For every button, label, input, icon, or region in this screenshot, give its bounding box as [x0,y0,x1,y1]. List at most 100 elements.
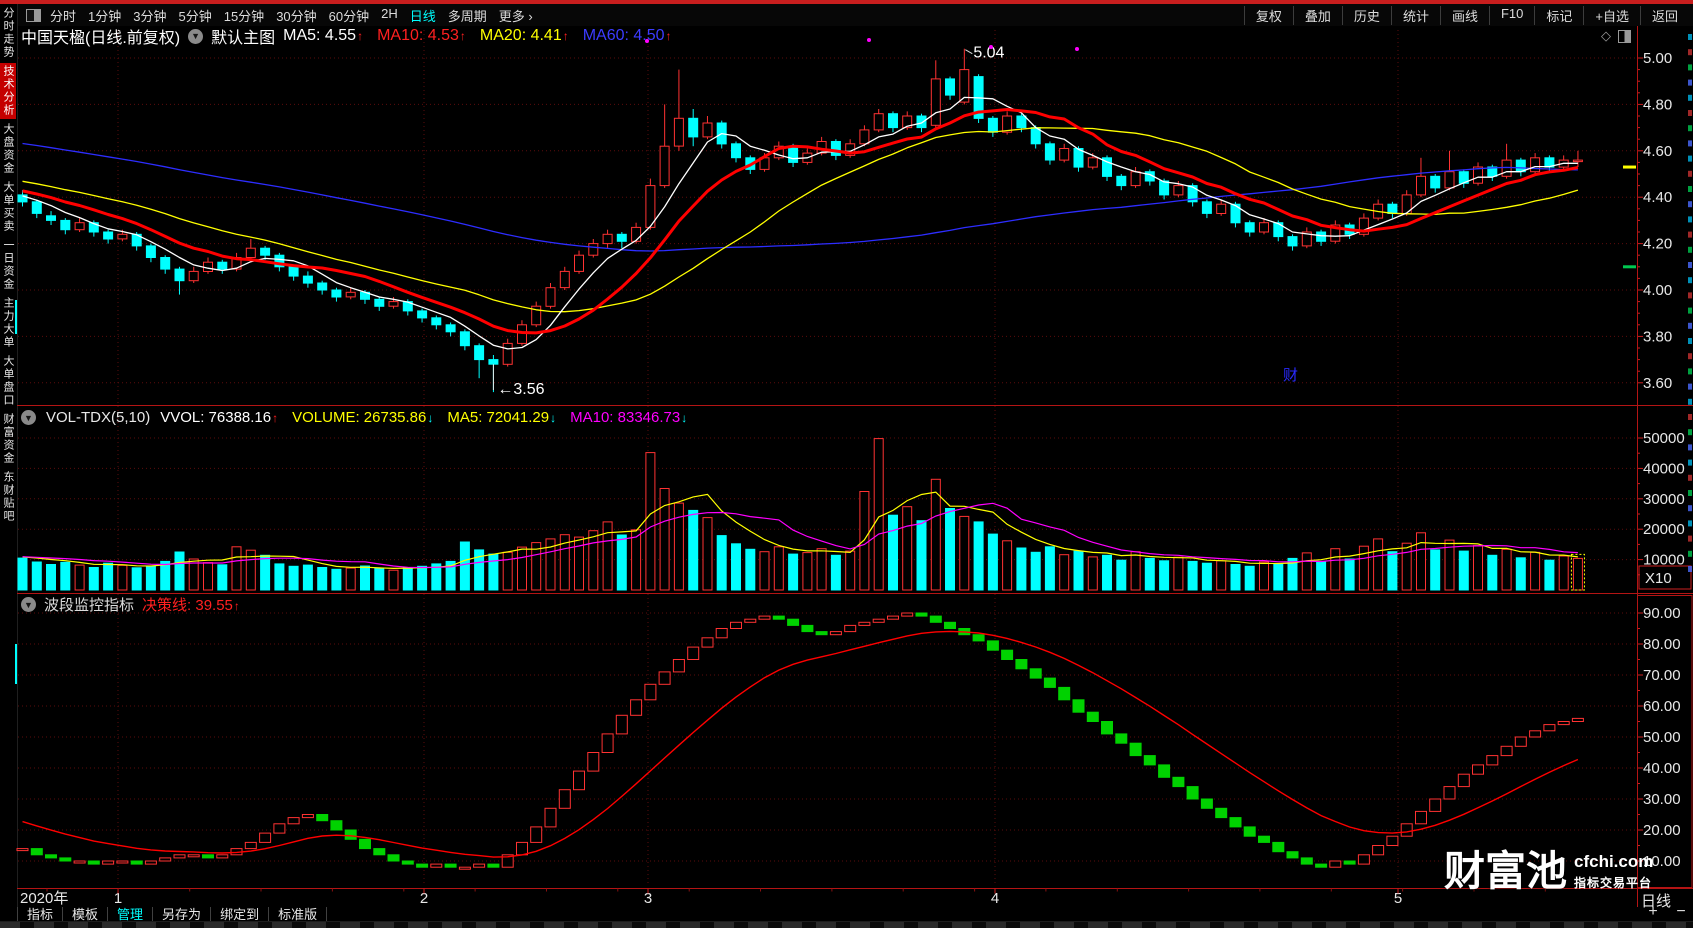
svg-text:70.00: 70.00 [1643,667,1681,684]
svg-text:5.00: 5.00 [1643,50,1672,67]
collapse-icon[interactable]: ▼ [21,410,36,425]
trend-arrow-icon: ↓ [550,411,557,425]
menu-action-统计[interactable]: 统计 [1390,5,1440,25]
sidebar-item-财富资金[interactable]: 财富资金 [2,413,14,465]
sidebar-item-技术分析[interactable]: 技术分析 [0,63,16,119]
ma-legend: MA5: 4.55↑ MA10: 4.53↑ MA20: 4.41↑ MA60: 4.… [283,27,685,45]
menu-action-+自选[interactable]: +自选 [1583,5,1640,25]
svg-text:4.00: 4.00 [1643,282,1672,299]
overlay-selector[interactable]: 默认主图 [211,30,276,47]
menu-action-复权[interactable]: 复权 [1243,5,1293,25]
indicator-value: 决策线: 39.55↑ [142,594,254,615]
svg-text:40000: 40000 [1643,460,1685,477]
svg-text:60.00: 60.00 [1643,698,1681,715]
period-tabs: 分时 1分钟 3分钟 5分钟 15分钟 30分钟 60分钟 2H 日线 多周期 更多 › [50,6,533,25]
diamond-icon[interactable]: ◇ [1601,28,1611,43]
indicator-panel-header: ▼ 波段监控指标 决策线: 39.55↑ [21,594,254,615]
collapse-icon[interactable]: ▼ [188,28,204,44]
menu-action-返回[interactable]: 返回 [1639,5,1689,25]
toolbar-button-另存为[interactable]: 另存为 [153,906,212,922]
svg-text:90.00: 90.00 [1643,605,1681,622]
zoom-out-button[interactable]: − [1676,903,1686,920]
sidebar-item-主力大单[interactable]: 主力大单 [2,297,14,349]
bottom-toolbar: 指标 模板 管理 另存为 绑定到 标准版 [17,906,328,922]
svg-text:3.60: 3.60 [1643,375,1672,392]
svg-text:20.00: 20.00 [1643,822,1681,839]
sidebar-item-分时走势[interactable]: 分时走势 [2,7,14,59]
svg-text:4.60: 4.60 [1643,143,1672,160]
svg-text:80.00: 80.00 [1643,636,1681,653]
period-tab-日线[interactable]: 日线 [409,8,436,24]
trend-arrow-icon: ↑ [562,29,569,43]
period-tab-分时[interactable]: 分时 [50,8,77,24]
period-tab-30分钟[interactable]: 30分钟 [276,8,317,24]
svg-text:40.00: 40.00 [1643,760,1681,777]
trend-arrow-icon: ↓ [681,411,688,425]
svg-text:4.80: 4.80 [1643,96,1672,113]
legend-entry: VVOL: 76388.16↑ [160,409,279,426]
svg-text:50.00: 50.00 [1643,729,1681,746]
indicator-title: 波段监控指标 [44,597,135,614]
sidebar-cyan-marker [15,300,17,334]
left-sidebar: 分时走势技术分析大盘资金大单买卖一日资金主力大单大单盘口财富资金东财贴吧 [0,4,18,927]
menu-action-历史[interactable]: 历史 [1341,5,1391,25]
sidebar-item-大盘资金[interactable]: 大盘资金 [2,123,14,175]
legend-entry: MA5: 72041.29↓ [447,409,557,426]
period-tab-60分钟[interactable]: 60分钟 [328,8,370,24]
period-menu-bar: 分时 1分钟 3分钟 5分钟 15分钟 30分钟 60分钟 2H 日线 多周期 更多 › 复权 叠加历… [17,4,1693,26]
sidebar-item-一日资金[interactable]: 一日资金 [2,239,14,291]
svg-text:4: 4 [991,890,999,907]
watermark-brand: 财富池 [1444,848,1567,894]
period-tab-2H[interactable]: 2H [381,5,398,21]
toolbar-button-标准版[interactable]: 标准版 [269,906,328,922]
period-tab-更多 ›[interactable]: 更多 › [498,8,533,24]
period-tab-多周期[interactable]: 多周期 [447,8,487,24]
period-status-label: 日线 [1641,893,1672,910]
menu-action-标记[interactable]: 标记 [1534,5,1583,25]
volume-legend: VVOL: 76388.16↑ VOLUME: 26735.86↓ MA5: 720… [160,409,701,426]
stock-title: 中国天楹(日线.前复权) [21,30,181,47]
toolbar-button-管理[interactable]: 管理 [108,906,154,922]
legend-entry: VOLUME: 26735.86↓ [292,409,434,426]
trend-arrow-icon: ↑ [459,29,466,43]
collapse-icon[interactable]: ▼ [21,597,36,612]
menu-action-F10[interactable]: F10 [1488,5,1534,25]
legend-entry: MA10: 83346.73↓ [570,409,688,426]
svg-text:2: 2 [420,890,428,907]
chart-corner-icons: ◇ [1601,28,1631,44]
period-tab-15分钟[interactable]: 15分钟 [223,8,265,24]
menu-right-actions: 复权 叠加 历史 统计 画线 F10 标记 +自选 返回 [1243,5,1693,25]
toolbar-button-绑定到[interactable]: 绑定到 [211,906,270,922]
svg-text:4.40: 4.40 [1643,189,1672,206]
svg-text:3.80: 3.80 [1643,328,1672,345]
svg-text:20000: 20000 [1643,521,1685,538]
sidebar-item-东财贴吧[interactable]: 东财贴吧 [2,471,14,523]
watermark: 财富池 cfchi.com 指标交易平台 [1444,851,1653,892]
zoom-in-button[interactable]: + [1648,903,1658,920]
volume-panel-header: ▼ VOL-TDX(5,10) VVOL: 76388.16↑ VOLUME: 2… [21,409,701,426]
svg-text:30000: 30000 [1643,491,1685,508]
svg-text:10000: 10000 [1643,552,1685,569]
period-tab-1分钟[interactable]: 1分钟 [88,8,122,24]
svg-text:5.04: 5.04 [973,45,1004,62]
sidebar-cyan-marker [15,644,17,684]
window-layout-icon[interactable] [26,8,41,22]
menu-action-画线[interactable]: 画线 [1439,5,1489,25]
split-window-icon[interactable] [1618,29,1631,43]
sidebar-item-大单盘口[interactable]: 大单盘口 [2,355,14,407]
legend-entry: MA10: 4.53↑ [377,27,466,44]
menu-action-叠加[interactable]: 叠加 [1292,5,1342,25]
trend-arrow-icon: ↑ [272,411,279,425]
svg-text:30.00: 30.00 [1643,791,1681,808]
period-tab-5分钟[interactable]: 5分钟 [178,8,212,24]
trend-arrow-icon: ↑ [357,29,364,43]
period-tab-3分钟[interactable]: 3分钟 [133,8,167,24]
toolbar-button-指标[interactable]: 指标 [17,906,64,922]
toolbar-button-模板[interactable]: 模板 [63,906,109,922]
watermark-tagline: 指标交易平台 [1574,875,1653,890]
legend-entry: MA60: 4.50↑ [582,27,672,44]
sidebar-item-大单买卖[interactable]: 大单买卖 [2,181,14,233]
svg-text:10.00: 10.00 [1643,853,1681,870]
svg-text:1: 1 [114,890,122,907]
